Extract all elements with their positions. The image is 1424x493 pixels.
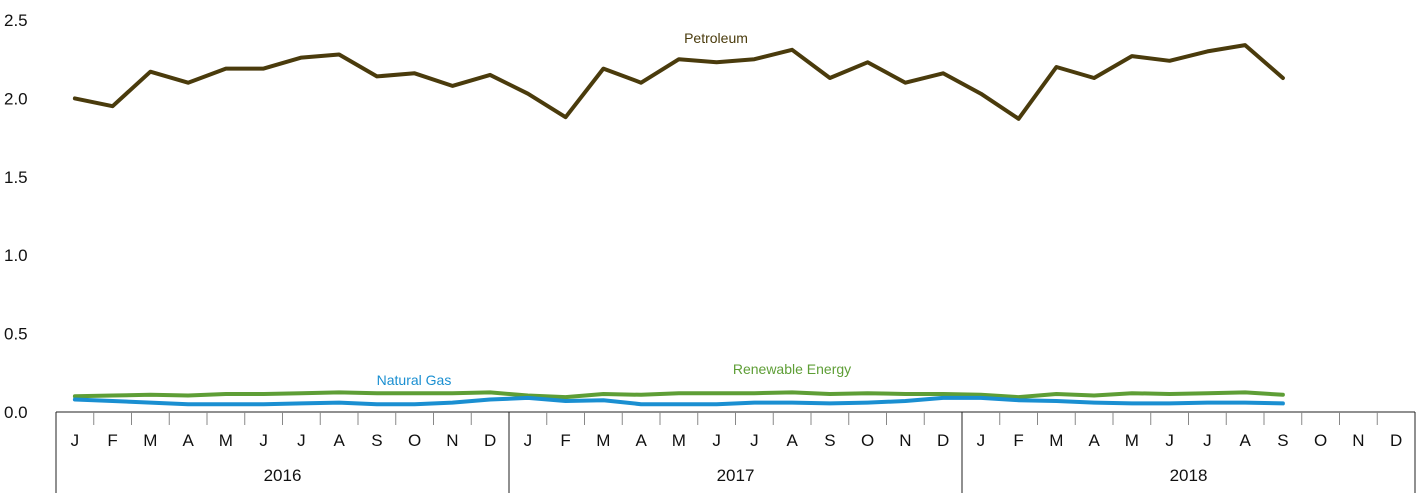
x-tick-label-month: J — [977, 431, 986, 450]
x-tick-label-month: N — [446, 431, 458, 450]
series-label-petroleum: Petroleum — [684, 30, 748, 46]
x-tick-label-month: J — [297, 431, 306, 450]
x-tick-label-month: A — [182, 431, 194, 450]
y-tick-label: 0.0 — [4, 403, 28, 422]
x-tick-label-month: O — [1314, 431, 1327, 450]
x-tick-label-month: M — [596, 431, 610, 450]
x-tick-label-month: A — [1088, 431, 1100, 450]
series-lines — [72, 43, 1285, 407]
x-tick-label-month: M — [1049, 431, 1063, 450]
x-tick-label-month: M — [219, 431, 233, 450]
x-tick-label-month: J — [1165, 431, 1174, 450]
y-tick-label: 1.0 — [4, 246, 28, 265]
y-axis-tick-labels: 0.0 0.5 1.0 1.5 2.0 2.5 — [4, 11, 28, 422]
series-label-natural-gas: Natural Gas — [377, 372, 452, 388]
x-tick-label-month: S — [1277, 431, 1288, 450]
x-tick-label-month: J — [524, 431, 533, 450]
x-tick-label-month: D — [937, 431, 949, 450]
x-tick-label-month: N — [899, 431, 911, 450]
x-tick-label-month: J — [1203, 431, 1212, 450]
x-tick-label-month: A — [1239, 431, 1251, 450]
x-tick-label-month: S — [824, 431, 835, 450]
y-tick-label: 2.0 — [4, 89, 28, 108]
x-tick-label-month: D — [484, 431, 496, 450]
x-tick-label-month: N — [1352, 431, 1364, 450]
x-tick-label-month: J — [712, 431, 721, 450]
x-tick-label-year: 2017 — [717, 466, 755, 485]
x-tick-label-month: A — [635, 431, 647, 450]
x-tick-label-month: A — [786, 431, 798, 450]
series-line-natural-gas — [72, 395, 1285, 407]
series-label-renewable-energy: Renewable Energy — [733, 361, 851, 377]
x-tick-label-month: M — [1125, 431, 1139, 450]
y-tick-label: 1.5 — [4, 168, 28, 187]
y-tick-label: 0.5 — [4, 325, 28, 344]
x-tick-label-month: O — [408, 431, 421, 450]
x-tick-label-year: 2018 — [1170, 466, 1208, 485]
x-tick-label-month: F — [107, 431, 117, 450]
x-tick-label-month: M — [143, 431, 157, 450]
x-tick-label-year: 2016 — [264, 466, 302, 485]
x-tick-label-month: M — [672, 431, 686, 450]
x-tick-label-month: J — [71, 431, 80, 450]
y-tick-label: 2.5 — [4, 11, 28, 30]
series-line-petroleum — [72, 43, 1285, 121]
x-tick-label-month: J — [259, 431, 268, 450]
x-tick-label-month: S — [371, 431, 382, 450]
x-tick-label-month: A — [333, 431, 345, 450]
x-tick-label-month: O — [861, 431, 874, 450]
x-axis: J F M A M J J A S O N D J F M A M J J A S O N D J F M A M J J A S O N D 2016… — [55, 411, 1416, 493]
x-tick-label-month: D — [1390, 431, 1402, 450]
series-labels: Petroleum Natural Gas Renewable Energy — [377, 30, 852, 388]
x-tick-label-month: F — [1013, 431, 1023, 450]
x-tick-label-month: F — [560, 431, 570, 450]
series-line-renewable-energy — [72, 390, 1285, 400]
x-tick-label-month: J — [750, 431, 759, 450]
